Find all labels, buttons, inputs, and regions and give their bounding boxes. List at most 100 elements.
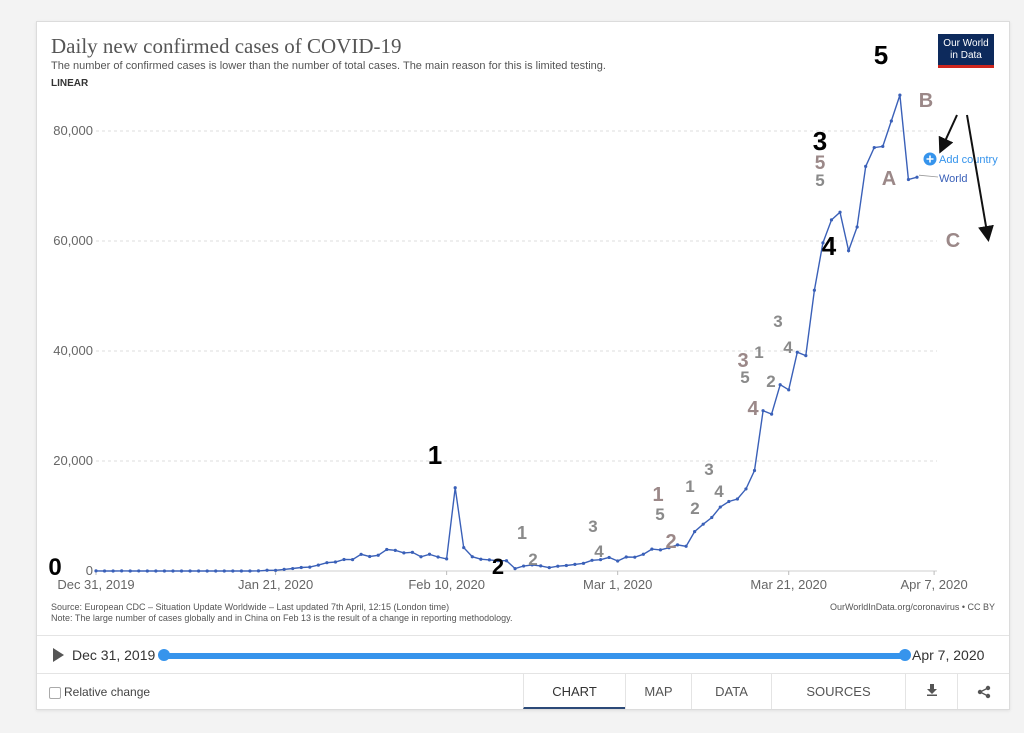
data-point (359, 552, 363, 556)
data-point (846, 249, 851, 253)
annotation-label: C (946, 230, 960, 252)
data-point (770, 412, 774, 416)
data-point (787, 388, 791, 392)
data-point (265, 568, 269, 572)
data-point (436, 555, 440, 559)
annotation-label: 2 (690, 499, 699, 518)
credit-link[interactable]: OurWorldInData.org/coronavirus • CC BY (829, 602, 995, 612)
data-point (487, 558, 491, 562)
annotation-label: 5 (655, 505, 664, 524)
data-point (231, 569, 235, 573)
data-point (376, 553, 380, 557)
data-point (333, 560, 338, 564)
arrow-to-a (938, 114, 958, 154)
series-line-world (95, 94, 918, 572)
timeline: Dec 31, 2019 Apr 7, 2020 (37, 635, 1009, 674)
annotation-label: 1 (685, 477, 694, 496)
share-icon (977, 685, 991, 699)
tab-sources[interactable]: SOURCES (771, 674, 905, 709)
data-point (342, 557, 346, 562)
data-point (633, 555, 637, 559)
data-point (744, 487, 748, 491)
data-point (616, 559, 620, 563)
y-tick-label: 60,000 (53, 233, 93, 248)
plus-icon (926, 155, 934, 163)
timeline-track[interactable] (162, 653, 907, 659)
annotation-label: 5 (874, 40, 888, 70)
data-point (693, 529, 697, 534)
data-point (607, 555, 611, 560)
x-tick-label: Mar 21, 2020 (750, 577, 827, 592)
data-point (393, 548, 397, 552)
data-point (564, 563, 568, 568)
y-tick-label: 80,000 (53, 123, 93, 138)
owid-logo[interactable]: Our World in Data (938, 34, 994, 68)
data-point (504, 559, 509, 563)
data-point (684, 544, 688, 548)
data-point (752, 468, 757, 473)
annotation-label: 5 (815, 153, 826, 174)
data-point (590, 558, 594, 562)
share-button[interactable] (957, 674, 1009, 709)
x-tick-label: Feb 10, 2020 (408, 577, 485, 592)
data-point (658, 548, 663, 552)
data-point (282, 567, 286, 571)
data-point (137, 569, 141, 573)
annotation-label: 1 (754, 343, 763, 362)
data-point (445, 557, 449, 561)
tab-map[interactable]: MAP (625, 674, 691, 709)
data-point (838, 210, 842, 214)
data-point (291, 566, 295, 571)
data-point (829, 218, 834, 222)
data-point (470, 555, 474, 559)
annotation-label: 2 (766, 372, 775, 391)
data-point (299, 565, 303, 570)
data-point (162, 569, 167, 573)
data-point (325, 561, 329, 565)
data-point (145, 569, 149, 573)
data-point (855, 225, 859, 229)
data-point (667, 546, 671, 550)
source-note: Source: European CDC – Situation Update … (51, 602, 512, 624)
data-point (675, 543, 680, 547)
legend-label-world: World (939, 173, 968, 185)
tab-chart[interactable]: CHART (523, 674, 625, 709)
tab-data[interactable]: DATA (691, 674, 771, 709)
relative-change-label[interactable]: Relative change (64, 685, 151, 699)
data-point (522, 564, 526, 568)
data-point (171, 569, 175, 573)
data-point (539, 564, 543, 568)
scale-toggle[interactable]: LINEAR (51, 78, 89, 89)
y-tick-label: 0 (86, 563, 93, 578)
annotation-label: 2 (492, 554, 504, 579)
relative-change-checkbox[interactable] (49, 687, 61, 699)
data-point (419, 555, 423, 559)
annotation-label: B (919, 90, 933, 112)
data-point (256, 569, 261, 573)
x-tick-label: Dec 31, 2019 (57, 577, 134, 592)
chart-plot: 0 20,000 40,000 60,000 80,000 Dec 31, 2019 Jan… (48, 40, 998, 592)
add-country-label[interactable]: Add country (939, 154, 998, 166)
y-tick-label: 40,000 (53, 343, 93, 358)
data-point (581, 561, 586, 565)
data-point (222, 569, 226, 573)
x-tick-label: Apr 7, 2020 (900, 577, 967, 592)
download-button[interactable] (905, 674, 957, 709)
data-point (368, 554, 372, 559)
data-point (239, 569, 243, 573)
timeline-end-handle[interactable] (899, 649, 911, 661)
data-point (427, 552, 432, 556)
data-point (154, 569, 158, 573)
play-icon[interactable] (53, 648, 64, 662)
annotation-label: 1 (428, 440, 442, 470)
logo-line-1: Our World (943, 38, 989, 49)
timeline-start-handle[interactable] (158, 649, 170, 661)
data-point (479, 557, 483, 561)
annotation-label: 3 (813, 126, 827, 156)
control-bar: Relative change CHART MAP DATA SOURCES (37, 673, 1009, 710)
chart-title: Daily new confirmed cases of COVID-19 (51, 34, 402, 58)
annotation-label: 0 (48, 554, 61, 581)
data-point (402, 551, 406, 555)
arrow-to-c (966, 114, 994, 242)
data-point (308, 565, 312, 569)
